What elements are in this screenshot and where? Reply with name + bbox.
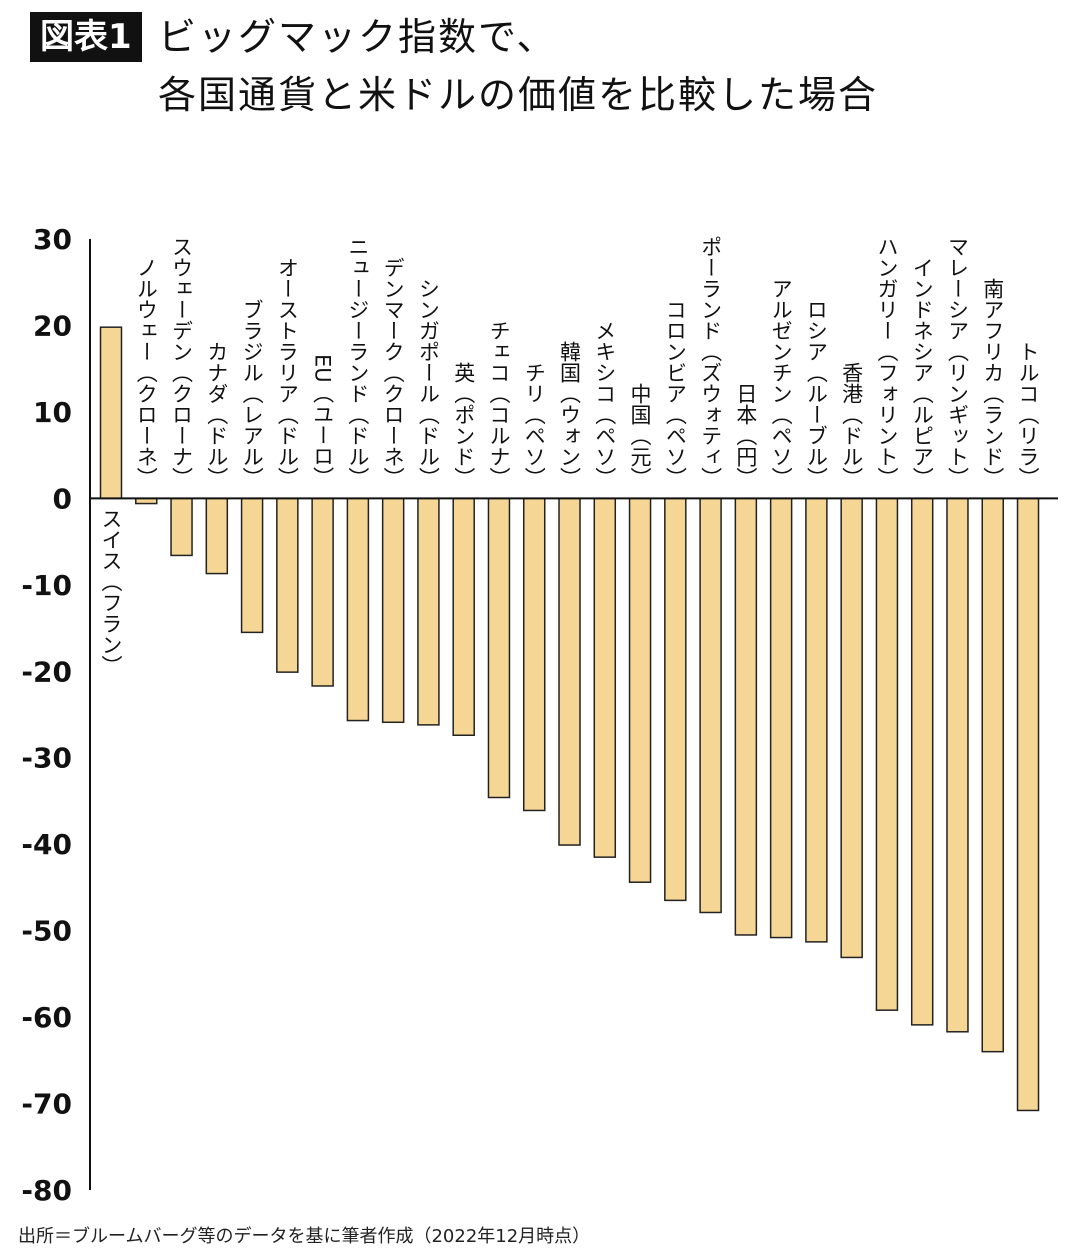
y-tick-label: -30 (21, 742, 72, 775)
y-tick-label: -10 (21, 569, 72, 602)
bar (240, 497, 264, 634)
bar (205, 497, 229, 575)
category-label: カナダ（ドル） (204, 341, 229, 489)
category-label: トルコ（リラ） (1016, 341, 1041, 489)
bar (99, 326, 123, 500)
category-label: コロンビア（ペソ） (663, 299, 688, 489)
source-note: 出所＝ブルームバーグ等のデータを基に筆者作成（2022年12月時点） (18, 1226, 591, 1247)
category-label: オーストラリア（ドル） (275, 257, 300, 489)
category-label: ノルウェー（クローネ） (134, 257, 159, 489)
category-label: アルゼンチン（ペソ） (769, 278, 794, 489)
bar (381, 497, 405, 724)
bar (628, 497, 652, 883)
bar (1016, 497, 1040, 1112)
y-tick-label: -20 (21, 655, 72, 688)
bar (910, 497, 934, 1026)
bar (276, 497, 299, 673)
figure-badge: 図表1 (30, 12, 142, 62)
category-label: シンガポール（ドル） (416, 278, 441, 489)
bar (170, 497, 193, 557)
bar (769, 497, 793, 939)
bar (487, 497, 511, 799)
category-label: チリ（ペソ） (522, 362, 547, 489)
category-label: スイス（フラン） (99, 508, 123, 677)
y-tick-label: -70 (21, 1088, 72, 1121)
chart-title-line2: 各国通貨と米ドルの価値を比較した場合 (158, 73, 879, 117)
category-label: スウェーデン（クローナ） (169, 236, 194, 489)
bar (346, 497, 370, 722)
bar (805, 497, 828, 943)
y-tick-label: -80 (21, 1174, 72, 1207)
y-tick-label: -60 (21, 1001, 72, 1034)
bar (452, 497, 475, 736)
bar (522, 497, 546, 812)
category-label: インドネシア（ルピア） (910, 257, 935, 489)
category-label: メキシコ（ペソ） (592, 320, 617, 489)
bar (664, 497, 687, 902)
bar (840, 497, 863, 959)
y-tick-label: 0 (53, 482, 72, 515)
category-label: 日本（円） (733, 383, 758, 489)
bar (875, 497, 899, 1011)
y-tick-label: 10 (33, 396, 72, 429)
bar (734, 497, 758, 936)
category-label: 韓国（ウォン） (557, 341, 582, 489)
category-label: 中国（元） (628, 383, 653, 489)
bar (417, 497, 440, 726)
category-label: チェコ（コルナ） (486, 320, 511, 489)
category-label: 英（ポンド） (451, 362, 476, 489)
y-tick-label: 30 (33, 223, 72, 256)
category-label: デンマーク（クローネ） (381, 257, 406, 489)
chart-title-line1: ビッグマック指数で、 (158, 15, 557, 59)
category-label: ニュージーランド（ドル） (345, 236, 370, 489)
y-tick-label: -50 (21, 915, 72, 948)
bar (593, 497, 617, 858)
category-label: ロシア（ルーブル） (804, 299, 829, 489)
category-label: マレーシア（リンギット） (945, 236, 970, 489)
y-tick-label: 20 (33, 309, 72, 342)
category-label: ハンガリー（フォリント） (874, 236, 899, 489)
bar (558, 497, 581, 846)
category-label: 香港（ドル） (839, 362, 864, 489)
category-label: ブラジル（レアル） (240, 299, 265, 489)
category-label: ポーランド（ズウォティ） (698, 236, 723, 489)
bar (981, 497, 1004, 1053)
bar (946, 497, 969, 1033)
category-label: 南アフリカ（ランド） (980, 278, 1005, 489)
category-label: EU（ユーロ） (310, 354, 335, 488)
bar (311, 497, 334, 687)
y-tick-label: -40 (21, 828, 72, 861)
bar (699, 497, 722, 914)
